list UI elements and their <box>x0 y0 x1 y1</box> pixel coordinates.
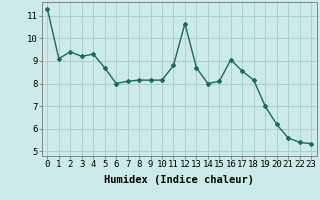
X-axis label: Humidex (Indice chaleur): Humidex (Indice chaleur) <box>104 175 254 185</box>
